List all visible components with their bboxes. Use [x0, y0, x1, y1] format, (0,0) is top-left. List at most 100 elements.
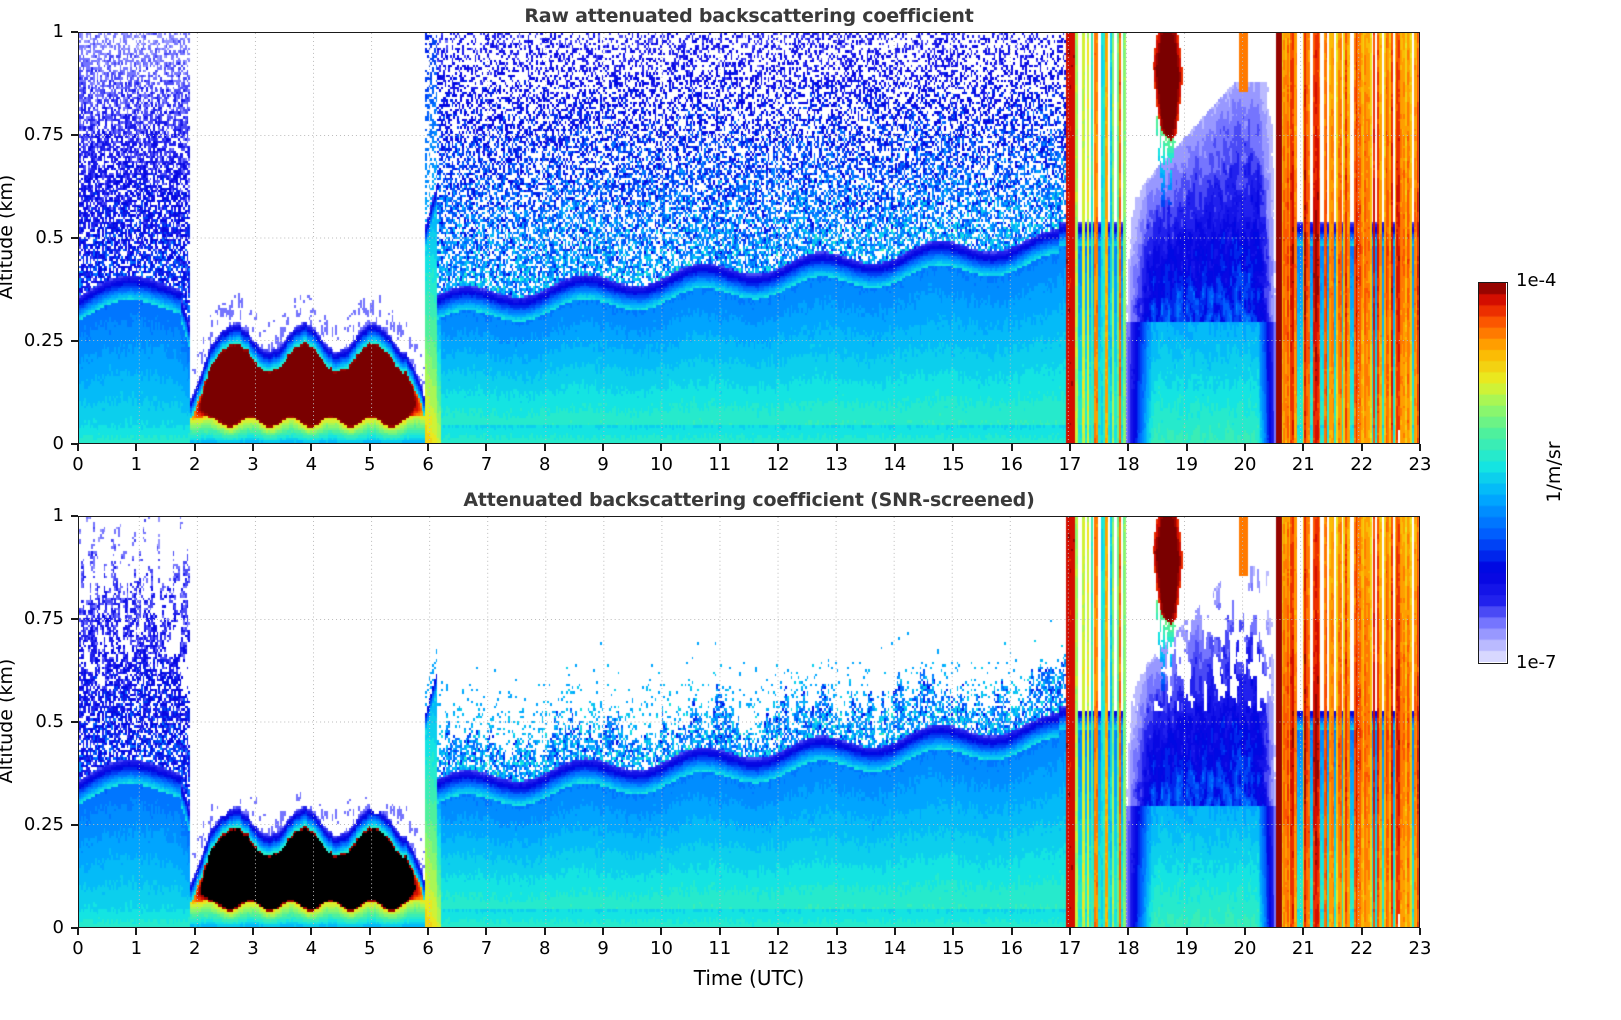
x-tick-mark	[718, 444, 721, 451]
x-tick-label: 10	[650, 454, 673, 475]
heatmap-canvas-raw	[79, 33, 1419, 443]
x-axis-label: Time (UTC)	[693, 966, 805, 990]
x-tick-label: 3	[247, 938, 259, 959]
y-tick-label: 1	[52, 505, 64, 526]
x-tick-mark	[660, 444, 663, 451]
x-tick-mark	[893, 444, 896, 451]
x-tick-label: 11	[708, 938, 732, 959]
x-tick-mark	[1068, 444, 1071, 451]
y-tick-label: 1	[52, 21, 64, 42]
x-tick-label: 5	[364, 454, 376, 475]
x-tick-mark	[777, 928, 780, 935]
x-tick-label: 17	[1058, 938, 1082, 959]
x-tick-label: 6	[422, 938, 434, 959]
x-tick-mark	[1068, 928, 1071, 935]
x-tick-label: 12	[766, 938, 790, 959]
x-tick-mark	[1419, 444, 1421, 451]
x-tick-mark	[1243, 444, 1246, 451]
x-tick-mark	[952, 444, 955, 451]
x-tick-label: 4	[305, 938, 318, 959]
y-tick-label: 0.25	[23, 814, 64, 835]
x-tick-label: 17	[1058, 454, 1082, 475]
x-tick-mark	[1302, 444, 1305, 451]
x-tick-label: 6	[422, 454, 434, 475]
y-tick-mark	[71, 721, 78, 723]
x-tick-label: 22	[1350, 454, 1374, 475]
y-tick-mark	[71, 134, 78, 136]
x-tick-label: 20	[1233, 454, 1257, 475]
y-tick-label: 0.5	[35, 711, 64, 732]
x-tick-label: 13	[825, 938, 848, 959]
x-tick-label: 14	[883, 454, 907, 475]
x-tick-mark	[1127, 444, 1130, 451]
y-tick-label: 0	[52, 433, 64, 454]
x-tick-mark	[1419, 928, 1421, 935]
x-tick-label: 21	[1291, 938, 1315, 959]
y-tick-label: 0.75	[23, 124, 64, 145]
x-tick-label: 16	[1000, 454, 1024, 475]
x-tick-mark	[310, 444, 313, 451]
colorbar-max-label: 1e-4	[1516, 270, 1557, 291]
x-tick-label: 0	[72, 938, 84, 959]
x-tick-mark	[77, 928, 79, 935]
x-tick-mark	[310, 928, 313, 935]
x-tick-mark	[543, 444, 546, 451]
x-tick-mark	[1185, 928, 1188, 935]
x-tick-mark	[77, 444, 79, 451]
x-tick-mark	[1185, 444, 1188, 451]
x-tick-mark	[777, 444, 780, 451]
x-tick-mark	[1360, 444, 1363, 451]
x-tick-label: 1	[130, 454, 143, 475]
x-tick-mark	[368, 444, 371, 451]
x-tick-mark	[485, 928, 488, 935]
y-tick-mark	[71, 340, 78, 342]
x-tick-label: 18	[1116, 938, 1140, 959]
x-tick-label: 7	[480, 454, 493, 475]
x-tick-label: 1	[130, 938, 143, 959]
x-tick-mark	[193, 928, 196, 935]
x-tick-label: 13	[825, 454, 848, 475]
x-tick-label: 19	[1175, 938, 1199, 959]
x-tick-mark	[485, 444, 488, 451]
x-tick-label: 8	[539, 454, 551, 475]
x-tick-label: 23	[1408, 938, 1432, 959]
colorbar	[1478, 282, 1508, 664]
x-tick-mark	[135, 928, 138, 935]
x-tick-mark	[252, 928, 255, 935]
x-tick-label: 12	[766, 454, 790, 475]
x-tick-mark	[835, 444, 838, 451]
y-tick-mark	[71, 443, 78, 445]
colorbar-min-label: 1e-7	[1516, 652, 1557, 673]
heatmap-canvas-screened	[79, 517, 1419, 927]
x-tick-mark	[602, 928, 605, 935]
x-tick-label: 10	[650, 938, 673, 959]
y-tick-mark	[71, 31, 78, 33]
x-tick-mark	[368, 928, 371, 935]
x-tick-mark	[893, 928, 896, 935]
y-tick-label: 0.75	[23, 608, 64, 629]
x-tick-label: 21	[1291, 454, 1315, 475]
x-tick-mark	[602, 444, 605, 451]
x-tick-label: 2	[188, 454, 201, 475]
x-tick-label: 14	[883, 938, 907, 959]
x-tick-mark	[427, 928, 430, 935]
x-tick-mark	[1360, 928, 1363, 935]
panel-title-screened: Attenuated backscattering coefficient (S…	[463, 489, 1035, 511]
x-tick-mark	[543, 928, 546, 935]
x-tick-label: 5	[364, 938, 376, 959]
x-tick-label: 0	[72, 454, 84, 475]
x-tick-label: 19	[1175, 454, 1199, 475]
x-tick-label: 15	[941, 938, 965, 959]
x-tick-label: 7	[480, 938, 493, 959]
x-tick-label: 9	[597, 938, 609, 959]
heatmap-plot-raw	[78, 32, 1420, 444]
x-tick-label: 4	[305, 454, 318, 475]
x-tick-label: 8	[539, 938, 551, 959]
x-tick-mark	[1010, 928, 1013, 935]
y-tick-mark	[71, 824, 78, 826]
y-tick-mark	[71, 237, 78, 239]
y-tick-label: 0.25	[23, 330, 64, 351]
x-tick-label: 22	[1350, 938, 1374, 959]
x-tick-mark	[1127, 928, 1130, 935]
